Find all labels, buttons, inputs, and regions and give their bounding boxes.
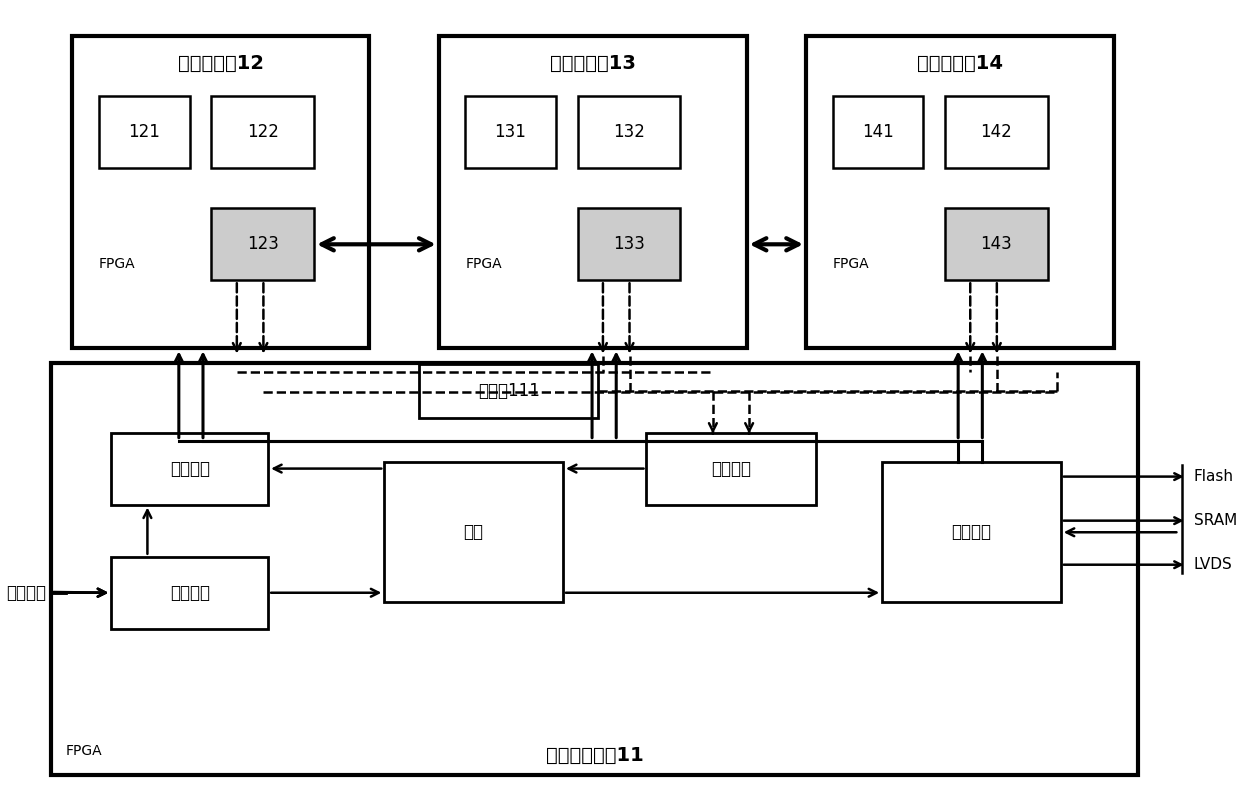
Bar xyxy=(832,96,923,168)
Text: 第二子系统13: 第二子系统13 xyxy=(549,54,636,73)
Text: SRAM: SRAM xyxy=(1194,513,1238,528)
Text: 外设控制: 外设控制 xyxy=(951,523,992,541)
Text: 131: 131 xyxy=(495,123,527,141)
Text: FPGA: FPGA xyxy=(465,257,502,272)
Bar xyxy=(419,364,598,418)
Bar xyxy=(439,36,746,348)
Text: 指令解析: 指令解析 xyxy=(170,584,210,602)
Text: 122: 122 xyxy=(247,123,279,141)
Bar xyxy=(112,557,268,629)
Text: FPGA: FPGA xyxy=(66,744,102,758)
Text: 143: 143 xyxy=(981,235,1012,253)
Text: 第三子系统14: 第三子系统14 xyxy=(918,54,1003,73)
Bar xyxy=(465,96,556,168)
Text: 142: 142 xyxy=(981,123,1012,141)
Bar xyxy=(212,208,314,280)
Text: Flash: Flash xyxy=(1194,469,1234,484)
Bar xyxy=(72,36,368,348)
Text: FPGA: FPGA xyxy=(99,257,135,272)
Text: 外部命令: 外部命令 xyxy=(6,584,46,602)
Text: 系统控制单元11: 系统控制单元11 xyxy=(546,746,644,765)
Bar xyxy=(578,208,681,280)
Text: 第一子系统12: 第一子系统12 xyxy=(177,54,264,73)
Text: 121: 121 xyxy=(129,123,160,141)
Bar xyxy=(578,96,681,168)
Bar xyxy=(806,36,1114,348)
Text: LVDS: LVDS xyxy=(1194,557,1233,572)
Text: 141: 141 xyxy=(862,123,894,141)
Bar xyxy=(646,433,816,505)
Text: 123: 123 xyxy=(247,235,279,253)
Bar xyxy=(99,96,190,168)
Bar xyxy=(945,96,1048,168)
Text: 132: 132 xyxy=(613,123,645,141)
Bar xyxy=(882,462,1061,602)
Text: 133: 133 xyxy=(613,235,645,253)
Text: 系统配置: 系统配置 xyxy=(170,460,210,477)
Bar xyxy=(384,462,563,602)
Bar xyxy=(51,363,1138,775)
Bar xyxy=(112,433,268,505)
Bar xyxy=(945,208,1048,280)
Text: 故障检测: 故障检测 xyxy=(711,460,751,477)
Bar xyxy=(212,96,314,168)
Text: FPGA: FPGA xyxy=(832,257,869,272)
Text: 看门狗111: 看门狗111 xyxy=(477,382,539,400)
Text: 控制: 控制 xyxy=(464,523,484,541)
